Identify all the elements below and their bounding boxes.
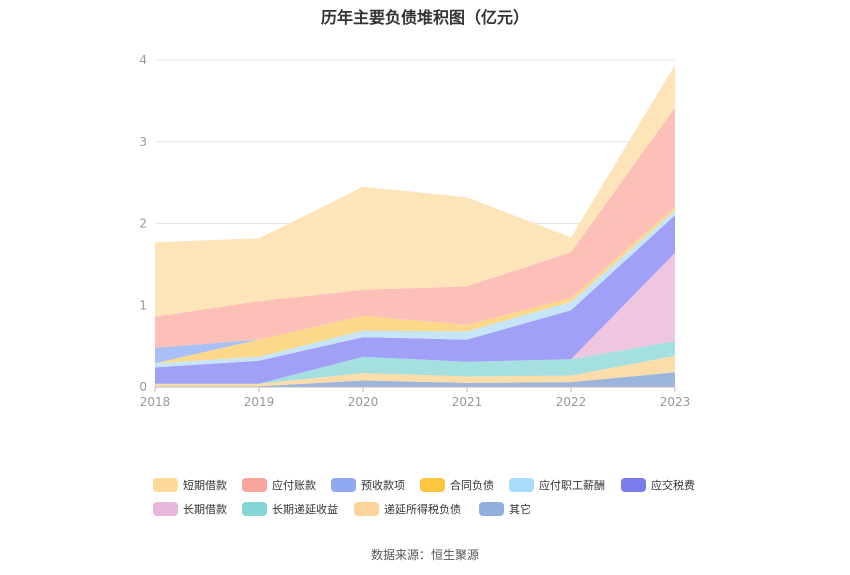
area-series-应交税费 [155, 215, 675, 384]
legend-label: 其它 [509, 503, 531, 516]
area-series-短期借款 [155, 64, 675, 317]
y-tick-label: 2 [139, 217, 147, 231]
area-series-其它 [155, 372, 675, 387]
legend: 短期借款 应付账款 预收款项 合同负债 应付职工薪酬 应交税费 长期借款 长期递延收益 递延所… [153, 473, 713, 521]
legend-item[interactable]: 长期递延收益 [242, 501, 354, 517]
legend-label: 短期借款 [183, 479, 227, 492]
legend-swatch [479, 502, 504, 516]
legend-label: 应付账款 [272, 479, 316, 492]
legend-row: 长期借款 长期递延收益 递延所得税负债 其它 [153, 497, 713, 521]
legend-swatch [153, 502, 178, 516]
legend-item[interactable]: 应付账款 [242, 477, 331, 493]
legend-swatch [153, 478, 178, 492]
area-series-递延所得税负债 [155, 355, 675, 387]
legend-item[interactable]: 应交税费 [621, 477, 711, 493]
area-series-应付职工薪酬 [155, 210, 675, 368]
area-series-应付账款 [155, 107, 675, 348]
y-tick-label: 3 [139, 135, 147, 149]
legend-item[interactable]: 长期借款 [153, 501, 242, 517]
x-tick-label: 2022 [556, 395, 587, 409]
legend-swatch [509, 478, 534, 492]
legend-item[interactable]: 合同负债 [420, 477, 509, 493]
legend-swatch [242, 502, 267, 516]
area-series-长期递延收益 [155, 341, 675, 384]
x-tick-label: 2021 [452, 395, 483, 409]
legend-label: 合同负债 [450, 479, 494, 492]
legend-label: 应付职工薪酬 [539, 479, 605, 492]
legend-item[interactable]: 其它 [479, 501, 569, 517]
chart-title: 历年主要负债堆积图（亿元） [320, 8, 529, 27]
area-series [155, 64, 675, 387]
x-tick-label: 2020 [348, 395, 379, 409]
stacked-area-chart: 0 1 2 3 4 2018 2019 2020 2021 2022 2023 [139, 53, 690, 409]
y-tick-label: 4 [139, 53, 147, 67]
legend-swatch [242, 478, 267, 492]
legend-label: 长期递延收益 [272, 503, 338, 516]
legend-label: 长期借款 [183, 503, 227, 516]
y-tick-label: 1 [139, 298, 147, 312]
legend-item[interactable]: 短期借款 [153, 477, 242, 493]
legend-row: 短期借款 应付账款 预收款项 合同负债 应付职工薪酬 应交税费 [153, 473, 713, 497]
x-tick-label: 2019 [244, 395, 275, 409]
legend-swatch [354, 502, 379, 516]
x-tick-label: 2018 [140, 395, 171, 409]
legend-item[interactable]: 预收款项 [331, 477, 420, 493]
legend-item[interactable]: 递延所得税负债 [354, 501, 479, 517]
data-source: 数据来源：恒生聚源 [370, 548, 479, 562]
legend-swatch [621, 478, 646, 492]
axes: 0 1 2 3 4 2018 2019 2020 2021 2022 2023 [139, 53, 690, 409]
y-tick-label: 0 [139, 380, 147, 394]
legend-swatch [331, 478, 356, 492]
legend-label: 预收款项 [361, 479, 405, 492]
area-series-预收款项 [155, 207, 675, 364]
legend-label: 应交税费 [651, 479, 695, 492]
x-tick-label: 2023 [660, 395, 691, 409]
legend-swatch [420, 478, 445, 492]
legend-item[interactable]: 应付职工薪酬 [509, 477, 621, 493]
legend-label: 递延所得税负债 [384, 503, 461, 516]
